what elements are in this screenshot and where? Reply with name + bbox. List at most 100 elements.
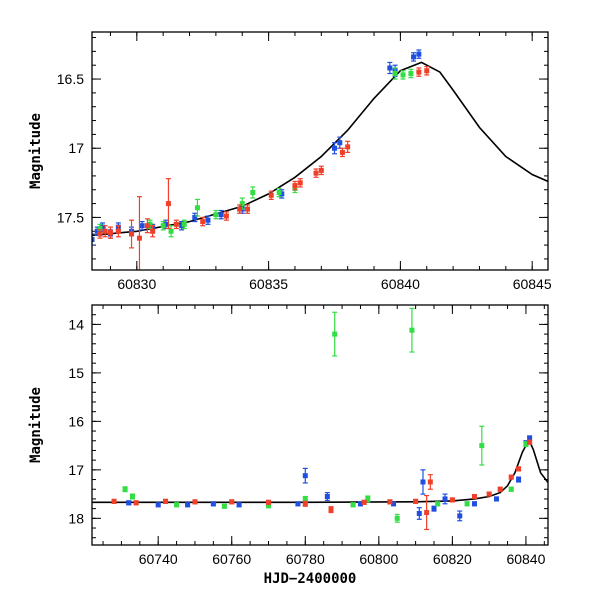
data-point bbox=[239, 201, 245, 207]
data-point bbox=[297, 180, 303, 186]
data-point bbox=[163, 498, 169, 504]
x-tick-label: 60760 bbox=[212, 551, 251, 567]
data-point bbox=[392, 71, 398, 77]
data-point bbox=[126, 500, 132, 506]
data-point bbox=[442, 496, 448, 502]
y-tick-label: 17 bbox=[68, 140, 84, 156]
data-point bbox=[223, 213, 229, 219]
x-tick-label: 60740 bbox=[139, 551, 178, 567]
x-tick-label: 60845 bbox=[513, 276, 552, 292]
data-point bbox=[133, 500, 139, 506]
x-tick-label: 60840 bbox=[381, 276, 420, 292]
data-point bbox=[179, 223, 185, 229]
data-point bbox=[313, 170, 319, 176]
data-point bbox=[173, 221, 179, 227]
bottom-panel: 60740 60760 60780 60800 60820 60840 14 15 16 17 18… bbox=[28, 304, 549, 587]
data-layer bbox=[92, 49, 548, 270]
data-point bbox=[435, 501, 441, 507]
data-point bbox=[420, 479, 426, 485]
series-red bbox=[111, 439, 533, 531]
data-point bbox=[357, 501, 363, 507]
y-tick-label: 15 bbox=[68, 365, 84, 381]
data-point bbox=[508, 486, 514, 492]
data-point bbox=[139, 223, 145, 229]
series-green bbox=[122, 307, 529, 523]
data-point bbox=[111, 498, 117, 504]
data-point bbox=[361, 499, 367, 505]
data-point bbox=[97, 225, 103, 231]
data-point bbox=[200, 219, 206, 225]
data-point bbox=[210, 501, 216, 507]
data-point bbox=[416, 510, 422, 516]
data-point bbox=[194, 205, 200, 211]
top-panel: 60830 60835 60840 60845 16.5 17 17.5 Magnitude bbox=[28, 31, 552, 292]
data-point bbox=[324, 494, 330, 500]
data-point bbox=[337, 140, 343, 146]
data-point bbox=[424, 510, 430, 516]
data-point bbox=[192, 214, 198, 220]
data-point bbox=[350, 502, 356, 508]
y-tick-label: 16 bbox=[68, 413, 84, 429]
data-point bbox=[94, 228, 100, 234]
data-point bbox=[218, 212, 224, 218]
data-point bbox=[416, 51, 422, 57]
data-point bbox=[328, 507, 334, 513]
x-tick-label: 60830 bbox=[117, 276, 156, 292]
data-point bbox=[292, 183, 298, 189]
y-tick-label: 17.5 bbox=[57, 209, 84, 225]
data-point bbox=[205, 217, 211, 223]
x-tick-label: 60800 bbox=[359, 551, 398, 567]
series-red bbox=[97, 65, 430, 270]
data-point bbox=[245, 206, 251, 212]
data-point bbox=[331, 145, 337, 151]
data-point bbox=[494, 496, 500, 502]
data-point bbox=[192, 499, 198, 505]
data-point bbox=[276, 190, 282, 196]
data-point bbox=[213, 212, 219, 218]
data-point bbox=[527, 439, 533, 445]
data-point bbox=[424, 68, 430, 74]
data-point bbox=[457, 513, 463, 519]
data-point bbox=[302, 473, 308, 479]
data-point bbox=[365, 496, 371, 502]
data-point bbox=[394, 515, 400, 521]
data-point bbox=[411, 54, 417, 60]
data-point bbox=[185, 502, 191, 508]
data-point bbox=[339, 149, 345, 155]
data-point bbox=[408, 71, 414, 77]
data-point bbox=[527, 435, 533, 441]
plot-frame bbox=[91, 304, 549, 546]
data-point bbox=[150, 228, 156, 234]
data-point bbox=[115, 228, 121, 234]
data-point bbox=[102, 228, 108, 234]
x-tick-label: 60840 bbox=[506, 551, 545, 567]
data-point bbox=[129, 494, 135, 500]
data-point bbox=[400, 72, 406, 78]
y-tick-label: 16.5 bbox=[57, 71, 84, 87]
data-point bbox=[168, 228, 174, 234]
data-point bbox=[122, 486, 128, 492]
data-point bbox=[107, 230, 113, 236]
data-point bbox=[100, 224, 106, 230]
data-point bbox=[144, 223, 150, 229]
data-point bbox=[387, 499, 393, 505]
data-point bbox=[229, 499, 235, 505]
data-point bbox=[391, 501, 397, 507]
x-tick-label: 60780 bbox=[286, 551, 325, 567]
x-tick-label: 60835 bbox=[249, 276, 288, 292]
data-point bbox=[302, 496, 308, 502]
data-point bbox=[332, 331, 338, 337]
data-point bbox=[427, 479, 433, 485]
y-tick-label: 18 bbox=[68, 510, 84, 526]
data-point bbox=[345, 144, 351, 150]
plot-frame bbox=[91, 31, 549, 271]
data-point bbox=[464, 501, 470, 507]
data-point bbox=[508, 474, 514, 480]
data-point bbox=[409, 327, 415, 333]
data-point bbox=[479, 443, 485, 449]
data-point bbox=[155, 502, 161, 508]
data-point bbox=[147, 221, 153, 227]
data-point bbox=[387, 65, 393, 71]
data-point bbox=[221, 503, 227, 509]
